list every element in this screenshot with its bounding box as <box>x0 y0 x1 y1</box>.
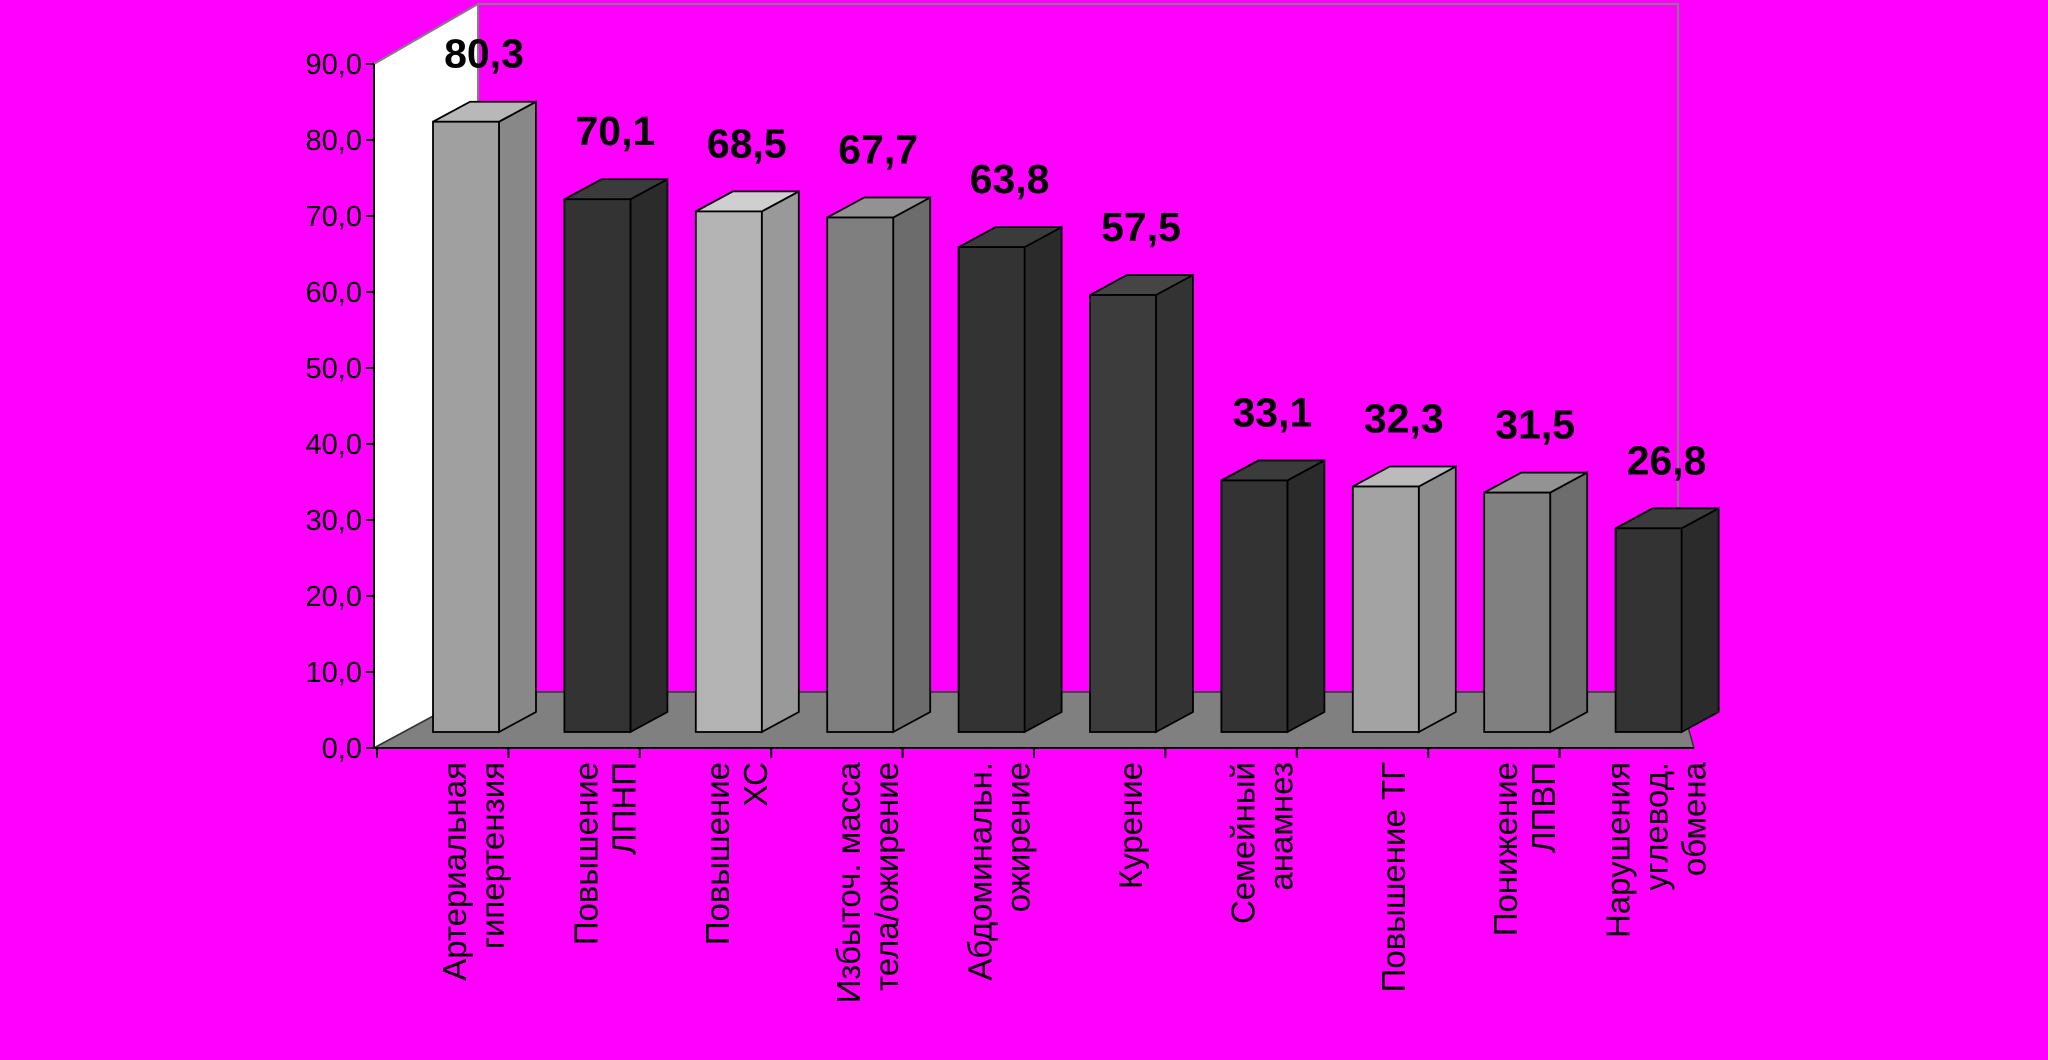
y-tick-label: 50,0 <box>306 353 362 385</box>
category-label-line: ЛПВП <box>1525 762 1562 853</box>
category-labels: Артериальнаягипертензия ПовышениеЛПНП Повы… <box>436 761 1713 1003</box>
bar-front <box>1220 479 1289 733</box>
category-label-line: углевод. <box>1638 762 1675 891</box>
data-label: 68,5 <box>707 120 787 166</box>
bar-side <box>498 100 537 734</box>
bar <box>1614 506 1720 734</box>
bar-side <box>760 189 800 734</box>
category-label: Нарушенияуглевод.обмена <box>1600 761 1713 938</box>
category-label-line: Повышение ТГ <box>1375 762 1412 992</box>
category-label-line: ожирение <box>1000 762 1037 912</box>
y-tick-label: 80,0 <box>306 125 362 157</box>
bar <box>1351 465 1457 734</box>
category-label-line: ЛПНП <box>605 762 642 855</box>
y-tick-label: 70,0 <box>306 201 362 233</box>
category-label-line: анамнез <box>1262 762 1299 891</box>
y-tick-label: 30,0 <box>306 505 362 537</box>
bar <box>826 195 932 734</box>
y-tick-label: 60,0 <box>306 277 362 309</box>
bar <box>694 189 800 734</box>
data-labels: 80,3 70,1 68,5 67,7 63,8 57,5 33,1 32,3 31,5 26,8 <box>444 31 1706 484</box>
bar <box>957 225 1063 734</box>
bar-side <box>1286 458 1326 734</box>
bar <box>1089 273 1194 734</box>
category-label-line: Абдоминальн. <box>962 762 999 981</box>
bar <box>1220 458 1326 734</box>
bar <box>563 177 669 734</box>
bar-front <box>563 198 632 733</box>
bar-side <box>1549 471 1589 734</box>
bar-side <box>1680 506 1720 734</box>
category-label-line: ХС <box>737 762 774 807</box>
bar-front <box>1089 294 1157 733</box>
category-label-line: Повышение <box>567 762 604 945</box>
bar-side <box>1023 225 1063 734</box>
category-label-line: обмена <box>1676 761 1713 876</box>
category-label: Артериальнаягипертензия <box>436 762 511 981</box>
bar-front <box>957 246 1026 733</box>
y-tick-label: 10,0 <box>306 657 362 689</box>
category-label: ПовышениеХС <box>699 762 774 945</box>
y-tick-label: 40,0 <box>306 429 362 461</box>
category-label-line: тела/ожирение <box>868 762 905 991</box>
data-label: 70,1 <box>575 108 655 154</box>
bar-front <box>1351 485 1420 733</box>
bar <box>1483 471 1589 734</box>
category-label-line: Избыточ. масса <box>830 761 867 1003</box>
y-tick-label: 0,0 <box>322 733 362 765</box>
data-label: 63,8 <box>970 156 1050 202</box>
category-label-line: Семейный <box>1224 762 1261 924</box>
bar-front <box>1614 527 1683 733</box>
data-label: 32,3 <box>1364 396 1444 442</box>
bar-front <box>432 120 500 733</box>
category-label: Абдоминальн.ожирение <box>962 762 1037 981</box>
category-label-line: гипертензия <box>474 762 511 949</box>
data-label: 67,7 <box>838 126 918 172</box>
category-label: ПовышениеЛПНП <box>567 762 642 945</box>
bar-side <box>892 195 932 734</box>
bar <box>432 100 537 734</box>
data-label: 33,1 <box>1232 389 1312 435</box>
y-tick-label: 90,0 <box>306 49 362 81</box>
category-label-line: Артериальная <box>436 762 473 981</box>
bars <box>432 100 1720 734</box>
category-label-line: Курение <box>1112 762 1149 889</box>
category-label-line: Понижение <box>1487 762 1524 936</box>
data-label: 57,5 <box>1101 204 1181 250</box>
bar-front <box>826 216 895 733</box>
category-label-line: Нарушения <box>1600 762 1637 938</box>
data-label: 31,5 <box>1495 402 1575 448</box>
y-tick-label: 20,0 <box>306 581 362 613</box>
category-label: Повышение ТГ <box>1375 762 1412 992</box>
category-label: Курение <box>1112 762 1149 889</box>
category-label: ПонижениеЛПВП <box>1487 762 1562 936</box>
data-label: 80,3 <box>444 31 524 77</box>
bar-side <box>1155 273 1194 734</box>
data-label: 26,8 <box>1627 437 1707 483</box>
category-label: Семейныйанамнез <box>1224 762 1299 924</box>
bar-front <box>694 210 763 733</box>
category-label: Избыточ. массатела/ожирение <box>830 761 905 1003</box>
category-label-line: Повышение <box>699 762 736 945</box>
bar-side <box>629 177 669 734</box>
bar-side <box>1417 465 1457 734</box>
y-axis: 0,0 10,0 20,0 30,0 40,0 50,0 60,0 70,0 80,0 90,0 <box>306 49 1694 765</box>
bar-front <box>1483 491 1552 733</box>
